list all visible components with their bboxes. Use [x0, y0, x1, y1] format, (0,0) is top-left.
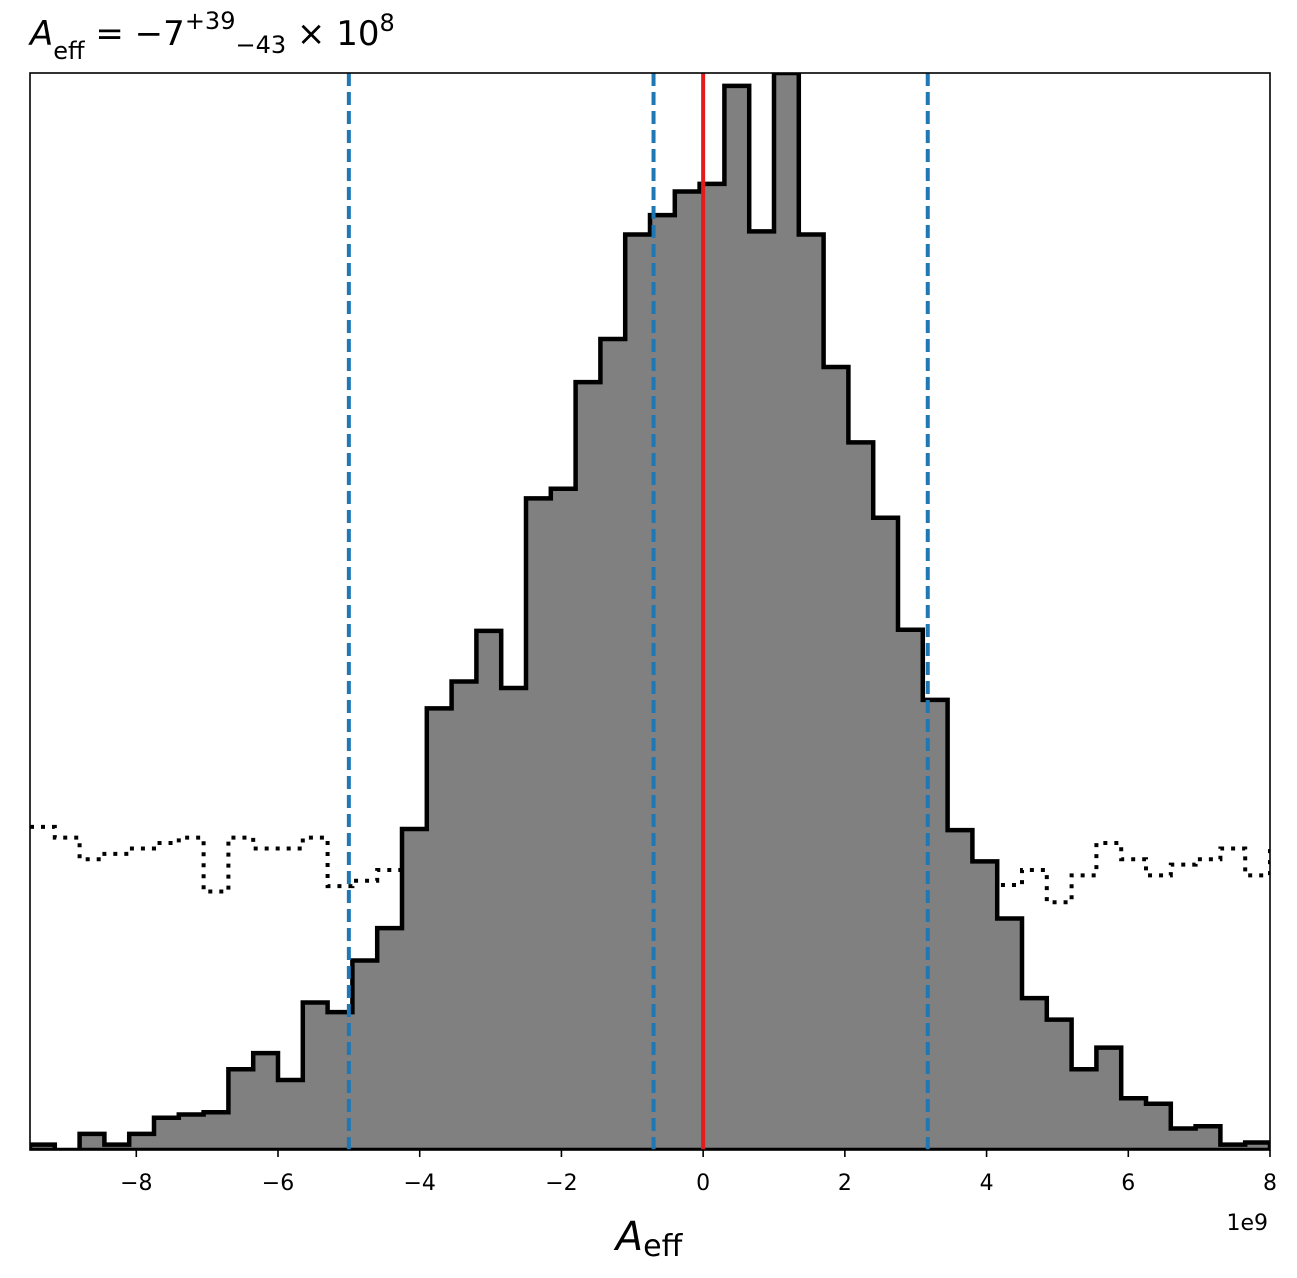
reference-lines — [346, 73, 930, 1150]
x-axis-ticks: −8 −6 −4 −2 0 2 4 6 8 — [120, 1150, 1277, 1196]
posterior-histogram — [30, 73, 1270, 1150]
histogram-bar — [873, 517, 899, 1150]
histogram-bar — [1046, 1019, 1073, 1150]
histogram-bar — [749, 231, 775, 1150]
posterior-outline — [30, 73, 1270, 1150]
histogram-bar — [278, 1079, 304, 1150]
x-tick-label: 4 — [980, 1171, 994, 1196]
histogram-bar — [674, 191, 701, 1150]
chart-title: Aeff = −7+39−43 × 108 — [28, 7, 395, 65]
x-offset-label: 1e9 — [1226, 1211, 1268, 1236]
histogram-bar — [1022, 998, 1048, 1150]
x-axis-label: Aeff — [613, 1214, 684, 1264]
histogram-bar — [178, 1114, 205, 1150]
histogram-bar — [848, 442, 874, 1150]
histogram-bar — [823, 367, 849, 1150]
histogram-bar — [625, 234, 651, 1150]
histogram-bar — [550, 488, 577, 1150]
histogram-bar — [501, 687, 527, 1150]
title-upper-error: +39 — [185, 7, 236, 35]
histogram-bar — [129, 1133, 155, 1150]
histogram-bar — [1220, 1144, 1246, 1150]
histogram-bar — [526, 498, 552, 1150]
histogram-bar — [203, 1112, 229, 1150]
title-lower-error: −43 — [235, 31, 286, 59]
x-tick-label: 2 — [838, 1171, 852, 1196]
histogram-bar — [1096, 1047, 1122, 1150]
histogram-bar — [352, 960, 378, 1150]
x-tick-label: −2 — [545, 1171, 577, 1196]
histogram-bar — [154, 1117, 180, 1150]
histogram-bar — [426, 708, 453, 1150]
histogram-bar — [79, 1133, 105, 1150]
histogram-bar — [997, 918, 1023, 1150]
histogram-bar — [972, 861, 998, 1150]
x-tick-label: −8 — [120, 1171, 152, 1196]
histogram-bar — [451, 681, 477, 1150]
histogram-bar — [600, 339, 626, 1150]
histogram-bar — [947, 830, 973, 1150]
histogram-bar — [253, 1053, 279, 1150]
histogram-bar — [798, 234, 825, 1150]
histogram-bar — [1195, 1126, 1221, 1150]
histogram-bar — [1245, 1142, 1270, 1150]
plot-area — [30, 73, 1270, 1150]
x-tick-label: 0 — [696, 1171, 710, 1196]
axes-frame — [29, 72, 1271, 1151]
histogram-bar — [724, 85, 750, 1150]
histogram-bar — [302, 1002, 329, 1150]
histogram-bar — [922, 699, 949, 1150]
x-tick-label: 8 — [1263, 1171, 1277, 1196]
histogram-bar — [476, 630, 502, 1150]
histogram-bar — [1170, 1128, 1197, 1150]
x-tick-label: 6 — [1121, 1171, 1135, 1196]
histogram-bar — [228, 1069, 254, 1150]
histogram-bar — [1121, 1098, 1147, 1150]
histogram-bar — [774, 73, 800, 1150]
histogram-bar — [575, 382, 601, 1150]
x-tick-label: −6 — [262, 1171, 294, 1196]
histogram-bar — [402, 829, 428, 1150]
histogram-bar — [104, 1144, 130, 1150]
histogram-bar — [377, 928, 403, 1150]
x-tick-label: −4 — [403, 1171, 435, 1196]
histogram-bar — [30, 1144, 56, 1150]
histogram-bar — [1146, 1103, 1172, 1150]
histogram-bar — [1071, 1069, 1097, 1150]
histogram-bar — [898, 629, 924, 1150]
